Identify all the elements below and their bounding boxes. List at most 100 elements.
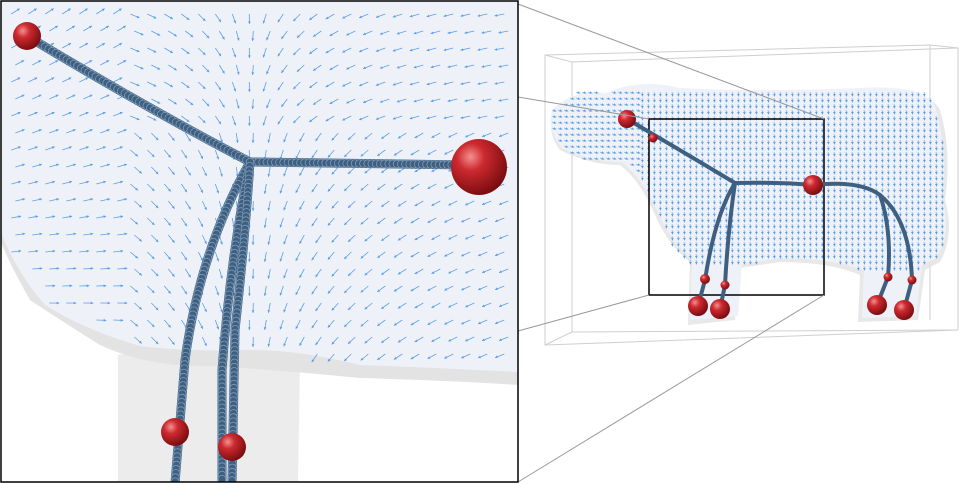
vector-arrow-head <box>220 139 223 143</box>
vector-arrow-head <box>868 129 872 133</box>
vector-arrow-head <box>688 213 692 217</box>
vector-arrow-head <box>772 201 776 205</box>
vector-arrow-head <box>922 135 926 139</box>
vector-arrow-head <box>495 287 498 290</box>
vector-arrow-head <box>730 141 734 145</box>
vector-arrow-head <box>934 183 938 187</box>
vector-arrow-head <box>784 105 788 109</box>
vector-arrow-head <box>583 97 587 100</box>
vector-arrow-head <box>706 213 710 217</box>
vector-arrow-head <box>465 202 469 206</box>
vector-arrow-head <box>216 326 219 330</box>
vector-arrow-head <box>832 165 836 169</box>
vector-arrow-head <box>18 180 21 184</box>
vector-arrow-head <box>940 219 944 223</box>
vector-arrow-head <box>916 111 920 115</box>
vector-arrow-head <box>916 261 920 265</box>
vector-arrow-head <box>808 171 812 175</box>
vector-arrow-head <box>69 284 73 288</box>
vector-arrow-head <box>565 139 569 142</box>
vector-arrow-head <box>748 237 752 241</box>
vector-arrow-head <box>431 305 435 308</box>
vector-arrow-head <box>658 111 662 115</box>
vector-arrow-head <box>940 225 944 229</box>
vector-arrow-head <box>299 274 302 278</box>
vector-arrow-head <box>344 188 347 191</box>
vector-arrow-head <box>299 240 302 244</box>
vector-arrow-head <box>427 356 431 359</box>
vector-arrow-head <box>826 129 830 133</box>
vector-arrow-head <box>748 135 752 139</box>
vector-arrow-head <box>826 195 830 199</box>
vector-arrow-head <box>934 201 938 205</box>
vector-arrow-head <box>216 156 219 160</box>
vector-arrow-head <box>730 225 734 229</box>
vector-arrow-head <box>814 195 818 199</box>
vector-arrow-head <box>856 201 860 205</box>
vector-arrow-head <box>56 163 59 167</box>
vector-arrow-head <box>754 261 758 265</box>
vector-arrow-head <box>348 205 351 208</box>
vector-arrow-head <box>916 117 920 121</box>
vector-arrow-head <box>904 195 908 199</box>
vector-arrow-head <box>342 84 346 87</box>
vector-arrow-head <box>772 159 776 163</box>
vector-arrow-head <box>922 225 926 229</box>
vector-arrow-head <box>431 237 435 240</box>
vector-arrow-head <box>625 157 629 160</box>
vector-arrow-head <box>766 189 770 193</box>
vector-arrow-head <box>139 340 142 344</box>
vector-arrow-head <box>826 135 830 139</box>
vector-arrow-head <box>838 105 842 109</box>
vector-arrow-head <box>279 224 283 228</box>
vector-arrow-head <box>784 255 788 259</box>
vector-arrow-head <box>922 183 926 187</box>
vector-arrow-head <box>248 21 251 24</box>
vector-arrow-head <box>359 15 362 19</box>
vector-arrow-head <box>601 115 605 118</box>
vector-arrow-head <box>235 140 239 143</box>
vector-arrow-head <box>754 177 758 181</box>
vector-arrow-head <box>820 225 824 229</box>
vector-arrow-head <box>664 105 668 109</box>
vector-arrow-head <box>724 105 728 109</box>
vector-arrow-head <box>293 52 296 56</box>
vector-arrow-head <box>494 14 498 17</box>
vector-arrow-head <box>796 165 800 169</box>
vector-arrow-head <box>874 159 878 163</box>
vector-arrow-head <box>922 123 926 127</box>
vector-arrow-head <box>646 93 650 97</box>
vector-arrow-head <box>220 241 223 245</box>
vector-arrow-head <box>595 91 599 94</box>
vector-arrow-head <box>262 20 266 24</box>
vector-arrow-head <box>904 129 908 133</box>
vector-arrow-head <box>934 231 938 235</box>
vector-arrow-head <box>850 261 854 265</box>
vector-arrow-head <box>772 111 776 115</box>
vector-arrow-head <box>892 195 896 199</box>
vector-arrow-head <box>139 272 142 276</box>
vector-arrow-head <box>748 255 752 259</box>
vector-arrow-head <box>916 93 920 97</box>
vector-arrow-head <box>898 267 902 271</box>
vector-arrow-head <box>850 249 854 253</box>
vector-arrow-head <box>868 249 872 253</box>
vector-arrow-head <box>613 127 617 130</box>
vector-arrow-head <box>637 109 641 112</box>
vector-arrow-head <box>814 153 818 157</box>
vector-arrow-head <box>688 219 692 223</box>
vector-arrow-head <box>553 121 557 124</box>
vector-arrow-head <box>814 255 818 259</box>
vector-arrow-head <box>796 171 800 175</box>
vector-arrow-head <box>173 33 177 37</box>
vector-arrow-head <box>850 171 854 175</box>
vector-arrow-head <box>266 37 269 41</box>
vector-arrow-head <box>658 165 662 169</box>
vector-arrow-head <box>772 225 776 229</box>
vector-arrow-head <box>348 273 351 276</box>
vector-arrow-head <box>742 243 746 247</box>
vector-arrow-head <box>820 135 824 139</box>
vector-arrow-head <box>940 171 944 175</box>
vector-arrow-head <box>682 237 686 241</box>
vector-arrow-head <box>381 272 385 275</box>
